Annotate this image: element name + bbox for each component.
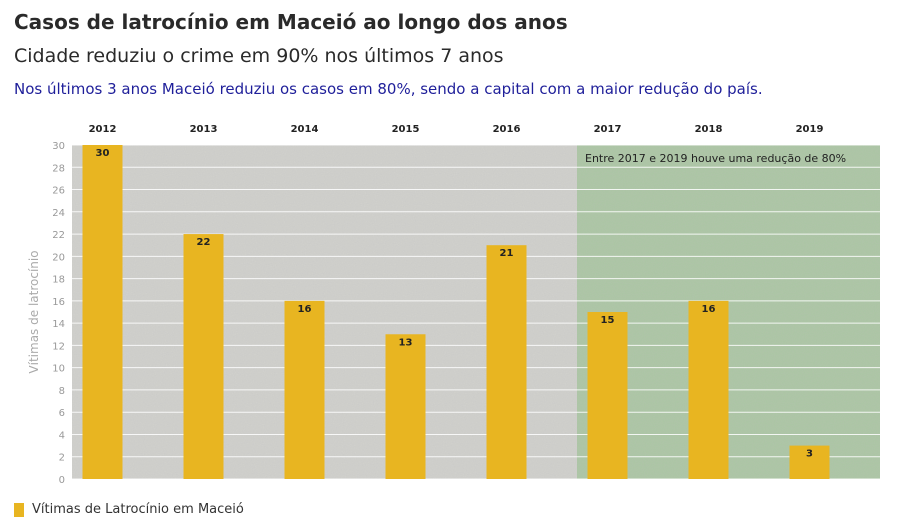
x-tick-label: 2012 [89,124,117,135]
bar-value-label: 13 [399,337,413,348]
bar-2017 [587,312,628,479]
y-tick-label: 26 [52,186,65,197]
y-axis-label: Vítimas de latrocínio [27,250,41,373]
y-tick-label: 18 [52,275,65,286]
bar-2018 [688,300,729,479]
bar-2019 [789,445,830,479]
chart-title: Casos de latrocínio em Maceió ao longo d… [14,10,568,34]
y-tick-label: 4 [59,430,65,441]
bar-value-label: 30 [96,148,110,159]
x-tick-label: 2019 [796,124,824,135]
bar-2013 [183,234,224,479]
y-tick-label: 2 [59,453,65,464]
bar-2012 [82,145,123,479]
y-tick-label: 24 [52,208,65,219]
bar-value-label: 22 [197,237,211,248]
chart-subtitle: Cidade reduziu o crime em 90% nos último… [14,45,504,67]
x-tick-label: 2017 [594,124,622,135]
y-tick-label: 14 [52,319,65,330]
y-tick-label: 20 [52,252,65,263]
legend-label: Vítimas de Latrocínio em Maceió [32,502,244,517]
x-tick-label: 2014 [291,124,319,135]
bar-value-label: 3 [806,449,813,460]
x-tick-label: 2013 [190,124,218,135]
bar-chart: Entre 2017 e 2019 houve uma redução de 8… [27,124,880,486]
bar-2015 [385,334,426,479]
x-tick-label: 2015 [392,124,420,135]
highlight-label: Entre 2017 e 2019 houve uma redução de 8… [585,152,846,165]
y-tick-label: 12 [52,341,65,352]
bar-2016 [486,245,527,479]
legend-swatch [14,502,24,517]
y-tick-label: 0 [59,475,65,486]
y-tick-label: 6 [59,408,65,419]
y-tick-label: 16 [52,297,65,308]
bar-2014 [284,300,325,479]
y-tick-label: 8 [59,386,65,397]
legend: Vítimas de Latrocínio em Maceió [14,502,244,517]
bar-value-label: 15 [601,315,615,326]
x-tick-label: 2016 [493,124,521,135]
bar-value-label: 16 [702,304,716,315]
x-tick-label: 2018 [695,124,723,135]
bar-value-label: 21 [500,248,514,259]
y-tick-label: 30 [52,141,65,152]
y-tick-label: 22 [52,230,65,241]
chart-note: Nos últimos 3 anos Maceió reduziu os cas… [14,80,763,98]
y-tick-label: 10 [52,364,65,375]
y-tick-label: 28 [52,163,65,174]
bar-value-label: 16 [298,304,312,315]
